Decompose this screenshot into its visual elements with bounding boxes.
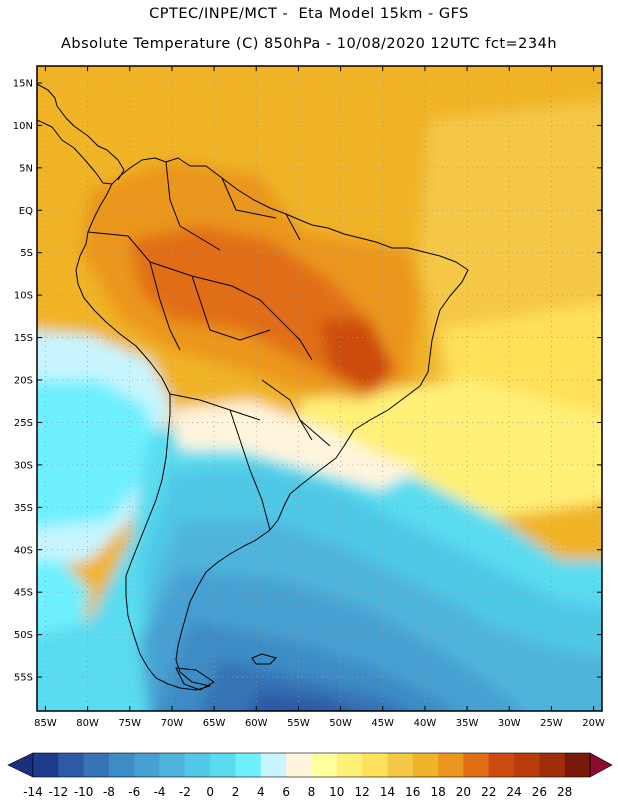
lat-tick-label: 20S [14,376,33,387]
tierra-del-fuego [175,667,215,691]
colorbar-bin [108,753,135,777]
colorbar-bin [412,753,439,777]
lon-tick-label: 85W [34,718,57,729]
colorbar-bin [539,753,565,777]
colorbar-bin [488,753,515,777]
colorbar [7,752,613,778]
lat-tick-label: 45S [14,588,33,599]
colorbar-bin [514,753,540,777]
colorbar-tick-label: 10 [329,785,344,799]
lat-tick-label: 40S [14,545,33,556]
lat-tick-label: 5S [20,248,33,259]
colorbar-bin [463,753,490,777]
south-america-coast [75,157,469,691]
lat-tick-label: 30S [14,460,33,471]
lat-tick-label: 15N [13,78,33,89]
colorbar-tick-label: 24 [506,785,521,799]
colorbar-bin [58,753,84,777]
lon-tick-label: 45W [371,718,394,729]
colorbar-bin [134,753,160,777]
colorbar-tick-label: 0 [206,785,214,799]
colorbar-bin [564,753,591,777]
lat-tick-label: 50S [14,630,33,641]
colorbar-tick-label: 4 [257,785,265,799]
lon-tick-label: 30W [498,718,521,729]
colorbar-bin [33,753,59,777]
colorbar-tick-label: 22 [481,785,496,799]
lat-tick-label: 5N [19,163,33,174]
colorbar-bin [311,753,338,777]
lon-tick-label: 65W [203,718,226,729]
colorbar-tick-label: 16 [405,785,420,799]
map-gridlines [37,66,602,711]
lat-tick-label: 10S [14,291,33,302]
colorbar-tick-label: 14 [380,785,395,799]
lon-tick-label: 60W [245,718,268,729]
colorbar-tick-label: 12 [354,785,369,799]
latitude-labels: 15N 10N 5N EQ 5S 10S 15S 20S 25S 30S 35S 40S 45S 50S 5… [13,78,602,684]
lon-tick-label: 50W [329,718,352,729]
lat-tick-label: 35S [14,503,33,514]
colorbar-bin [387,753,414,777]
colorbar-bin [260,753,287,777]
colorbar-tick-label: 2 [232,785,240,799]
colorbar-tick-label: -10 [74,785,94,799]
colorbar-tick-label: -14 [23,785,43,799]
lon-tick-label: 25W [540,718,563,729]
lon-tick-label: 75W [118,718,141,729]
coastline-borders [37,83,469,691]
map-title-line-2: Absolute Temperature (C) 850hPa - 10/08/… [60,36,558,52]
lon-tick-label: 20W [582,718,605,729]
colorbar-bin [210,753,236,777]
colorbar-bin [286,753,312,777]
map-title-line-1: CPTEC/INPE/MCT - Eta Model 15km - GFS [149,6,469,22]
map-frame [36,65,603,712]
colorbar-bin [184,753,211,777]
colorbar-tick-label: 26 [532,785,547,799]
lat-tick-label: 15S [14,333,33,344]
colorbar-under-arrow [7,752,34,778]
colorbar-bin [362,753,388,777]
lat-tick-label: 10N [13,121,33,132]
colorbar-bin [159,753,186,777]
longitude-labels: 85W 80W 75W 70W 65W 60W 55W 50W 45W 40W 35W 30W 25W 2… [34,66,605,729]
temperature-field [37,66,602,711]
lat-tick-label: 55S [14,673,33,684]
colorbar-tick-label: -2 [179,785,191,799]
colorbar-tick-label: -8 [103,785,115,799]
colorbar-over-arrow [589,752,613,778]
colorbar-bin [83,753,110,777]
colorbar-bin [336,753,363,777]
country-borders [87,161,331,531]
colorbar-tick-label: -4 [154,785,166,799]
lon-tick-label: 40W [414,718,437,729]
colorbar-tick-label: 20 [456,785,471,799]
colorbar-tick-label: 18 [430,785,445,799]
lat-tick-label: 25S [14,418,33,429]
colorbar-bin [438,753,464,777]
lon-tick-label: 35W [456,718,479,729]
central-america-coast [37,83,125,185]
colorbar-tick-label: -6 [128,785,140,799]
colorbar-tick-label: -12 [49,785,69,799]
colorbar-tick-label: 8 [308,785,316,799]
colorbar-labels: -14 -12 -10 -8 -6 -4 -2 0 2 4 6 8 10 12 14 16 18 20 22 24 26… [23,785,572,799]
lat-tick-label: EQ [19,206,33,217]
lon-tick-label: 80W [76,718,99,729]
lon-tick-label: 55W [287,718,310,729]
colorbar-bin [235,753,262,777]
colorbar-tick-label: 6 [282,785,290,799]
lon-tick-label: 70W [161,718,184,729]
colorbar-tick-label: 28 [557,785,572,799]
colorbar-outline [32,752,591,778]
falkland-islands [251,653,277,665]
